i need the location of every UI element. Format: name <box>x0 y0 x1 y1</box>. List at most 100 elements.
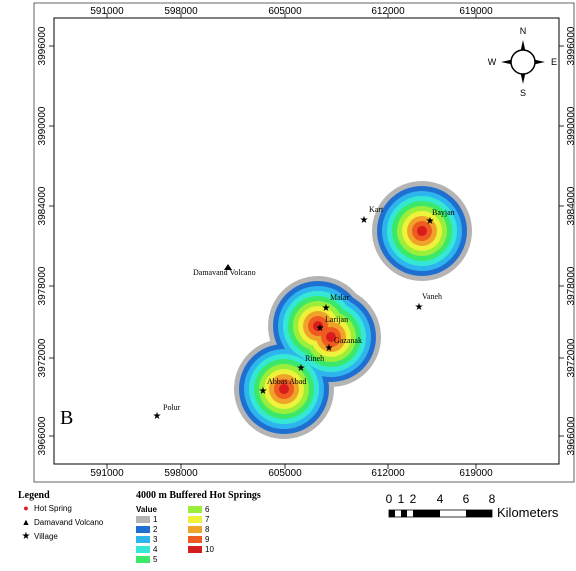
village-star-icon: ★ <box>297 363 306 374</box>
village-star-icon: ★ <box>426 216 435 227</box>
scale-bar: 0 1 2 4 6 8 Kilometers <box>386 492 559 520</box>
x-tick-top-1: 591000 <box>90 6 124 17</box>
village-star-icon: ★ <box>415 302 424 313</box>
hot-spring-point-bayjan <box>419 228 425 234</box>
panel-label: B <box>60 407 73 429</box>
y-tick-right-3: 3984000 <box>566 186 576 225</box>
village-icon: ★ <box>21 530 31 542</box>
value-item-6: 6 <box>188 505 228 514</box>
value-swatch-6 <box>188 506 202 513</box>
value-item-5: 5 <box>136 555 188 564</box>
value-item-10: 10 <box>188 545 228 554</box>
y-tick-right-4: 3978000 <box>566 266 576 305</box>
label-bayjan: Bayjan <box>432 208 455 217</box>
village-star-icon: ★ <box>153 411 162 422</box>
scale-unit: Kilometers <box>497 505 559 520</box>
label-polur: Polur <box>163 403 181 412</box>
north-arrow-icon: N S E W <box>488 26 557 98</box>
scale-label-6: 6 <box>463 492 470 506</box>
label-kart: Kart <box>369 205 384 214</box>
value-item-4: 4 <box>136 545 188 554</box>
hot-spring-icon: ● <box>23 503 29 513</box>
volcano-icon: ▲ <box>21 517 31 527</box>
x-tick-top-3: 605000 <box>268 6 302 17</box>
buffer-legend: 4000 m Buffered Hot Springs Value 6 1 7 … <box>136 490 261 564</box>
value-swatch-10 <box>188 546 202 553</box>
label-damavand-volcano: Damavand Volcano <box>193 268 256 277</box>
y-tick-left-5: 3972000 <box>37 338 48 377</box>
value-swatch-1 <box>136 516 150 523</box>
x-tick-bottom-4: 612000 <box>371 468 405 479</box>
y-tick-left-1: 3996000 <box>37 26 48 65</box>
y-tick-left-4: 3978000 <box>37 266 48 305</box>
x-tick-top-5: 619000 <box>459 6 493 17</box>
compass-n: N <box>520 26 527 36</box>
village-star-icon: ★ <box>322 303 331 314</box>
value-swatch-2 <box>136 526 150 533</box>
y-tick-right-1: 3996000 <box>566 26 576 65</box>
y-tick-left-3: 3984000 <box>37 186 48 225</box>
volcano-triangle-icon <box>224 264 232 270</box>
compass-w: W <box>488 57 497 67</box>
village-star-icon: ★ <box>259 386 268 397</box>
legend-row-volcano: ▲ Damavand Volcano <box>18 515 104 529</box>
hot-spring-buffers <box>234 181 472 439</box>
compass-e: E <box>551 57 557 67</box>
compass-s: S <box>520 88 526 98</box>
hot-spring-point-abbas-abad <box>281 386 287 392</box>
legend-row-village: ★ Village <box>18 529 103 543</box>
label-abbas-abad: Abbas Abad <box>267 377 306 386</box>
value-swatch-3 <box>136 536 150 543</box>
village-star-icon: ★ <box>316 323 325 334</box>
legend-village-label: Village <box>34 531 58 541</box>
hot-spring-point-gazanak <box>328 334 334 340</box>
scale-label-4: 4 <box>437 492 444 506</box>
legend: Legend ● Hot Spring ▲ Damavand Volcano ★… <box>18 490 103 543</box>
tick-marks <box>49 13 564 469</box>
value-item-7: 7 <box>188 515 228 524</box>
hot-spring-point-larijan <box>315 323 321 329</box>
buffer-value-grid: Value 6 1 7 2 8 3 9 4 10 5 <box>136 505 261 564</box>
y-tick-left-2: 3990000 <box>37 106 48 145</box>
y-tick-right-2: 3990000 <box>566 106 576 145</box>
value-item-8: 8 <box>188 525 228 534</box>
label-gazanak: Gazanak <box>334 336 362 345</box>
x-tick-bottom-2: 598000 <box>164 468 198 479</box>
label-rineh: Rineh <box>305 354 324 363</box>
legend-hot-spring-label: Hot Spring <box>34 503 72 513</box>
scale-label-0: 0 <box>386 492 393 506</box>
buffer-legend-title: 4000 m Buffered Hot Springs <box>136 490 261 501</box>
value-header: Value <box>136 505 157 514</box>
x-tick-bottom-3: 605000 <box>268 468 302 479</box>
value-swatch-4 <box>136 546 150 553</box>
y-tick-right-6: 3966000 <box>566 416 576 455</box>
label-vaneh: Vaneh <box>422 292 442 301</box>
value-item-2: 2 <box>136 525 188 534</box>
y-tick-left-6: 3966000 <box>37 416 48 455</box>
value-item-1: 1 <box>136 515 188 524</box>
label-malar: Malar <box>330 293 349 302</box>
village-star-icon: ★ <box>360 215 369 226</box>
map-frame <box>53 17 560 465</box>
grid-frame <box>33 2 575 483</box>
legend-title: Legend <box>18 490 50 501</box>
x-tick-bottom-1: 591000 <box>90 468 124 479</box>
hot-spring-points <box>281 228 425 392</box>
scale-label-8: 8 <box>489 492 496 506</box>
value-item-9: 9 <box>188 535 228 544</box>
value-swatch-5 <box>136 556 150 563</box>
y-tick-right-5: 3972000 <box>566 338 576 377</box>
label-larijan: Larijan <box>325 315 348 324</box>
scale-label-1: 1 <box>398 492 405 506</box>
legend-row-hot-spring: ● Hot Spring <box>18 501 103 515</box>
villages: ★ ★ ★ ★ ★ ★ ★ ★ ★ <box>153 215 435 422</box>
village-star-icon: ★ <box>325 343 334 354</box>
x-tick-top-2: 598000 <box>164 6 198 17</box>
x-tick-bottom-5: 619000 <box>459 468 493 479</box>
value-swatch-7 <box>188 516 202 523</box>
x-tick-top-4: 612000 <box>371 6 405 17</box>
scale-label-2: 2 <box>410 492 417 506</box>
value-swatch-9 <box>188 536 202 543</box>
value-item-3: 3 <box>136 535 188 544</box>
